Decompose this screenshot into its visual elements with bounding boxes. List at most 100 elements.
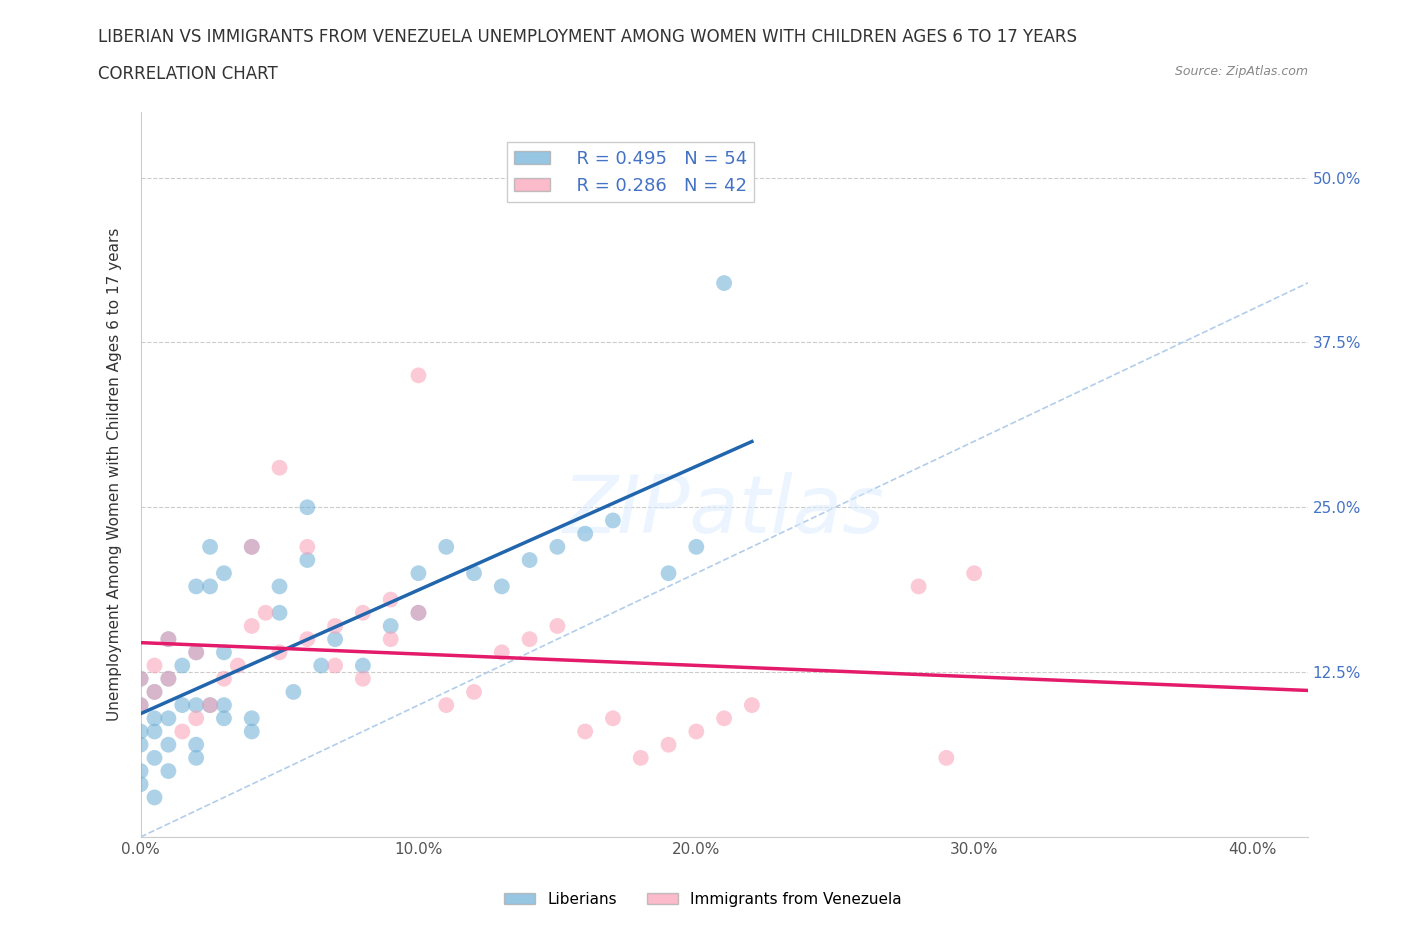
Point [240, 539, 263, 554]
Point [546, 618, 568, 633]
Point [212, 644, 235, 659]
Point [129, 671, 152, 686]
Y-axis label: Unemployment Among Women with Children Ages 6 to 17 years: Unemployment Among Women with Children A… [107, 228, 122, 721]
Point [186, 711, 208, 725]
Point [129, 737, 152, 752]
Point [963, 565, 986, 580]
Point [172, 698, 194, 712]
Point [157, 711, 180, 725]
Point [157, 764, 180, 778]
Text: CORRELATION CHART: CORRELATION CHART [98, 65, 278, 83]
Point [546, 539, 568, 554]
Point [297, 539, 319, 554]
Point [186, 579, 208, 594]
Point [269, 644, 291, 659]
Point [434, 698, 457, 712]
Point [491, 579, 513, 594]
Point [186, 644, 208, 659]
Point [129, 764, 152, 778]
Point [297, 499, 319, 514]
Point [143, 751, 166, 765]
Point [186, 644, 208, 659]
Point [172, 658, 194, 673]
Point [240, 618, 263, 633]
Point [519, 552, 541, 567]
Point [157, 631, 180, 646]
Point [143, 684, 166, 699]
Point [198, 539, 221, 554]
Point [186, 737, 208, 752]
Point [198, 579, 221, 594]
Point [323, 618, 346, 633]
Point [352, 605, 374, 620]
Text: LIBERIAN VS IMMIGRANTS FROM VENEZUELA UNEMPLOYMENT AMONG WOMEN WITH CHILDREN AGE: LIBERIAN VS IMMIGRANTS FROM VENEZUELA UN… [98, 28, 1077, 46]
Point [269, 579, 291, 594]
Point [408, 565, 430, 580]
Point [254, 605, 277, 620]
Point [741, 698, 763, 712]
Point [907, 579, 929, 594]
Point [157, 631, 180, 646]
Point [157, 671, 180, 686]
Point [269, 605, 291, 620]
Point [602, 513, 624, 528]
Point [380, 618, 402, 633]
Point [380, 592, 402, 607]
Point [226, 658, 249, 673]
Point [574, 526, 596, 541]
Point [129, 698, 152, 712]
Point [143, 684, 166, 699]
Legend: Liberians, Immigrants from Venezuela: Liberians, Immigrants from Venezuela [498, 886, 908, 913]
Point [186, 751, 208, 765]
Point [269, 460, 291, 475]
Point [491, 644, 513, 659]
Point [463, 565, 485, 580]
Point [172, 724, 194, 739]
Point [240, 724, 263, 739]
Text: Source: ZipAtlas.com: Source: ZipAtlas.com [1174, 65, 1308, 78]
Point [309, 658, 332, 673]
Point [143, 711, 166, 725]
Point [240, 539, 263, 554]
Point [519, 631, 541, 646]
Point [408, 605, 430, 620]
Point [602, 711, 624, 725]
Point [198, 698, 221, 712]
Point [713, 275, 735, 290]
Point [240, 711, 263, 725]
Point [297, 552, 319, 567]
Point [157, 671, 180, 686]
Point [408, 368, 430, 383]
Point [212, 565, 235, 580]
Point [143, 658, 166, 673]
Point [143, 724, 166, 739]
Point [630, 751, 652, 765]
Point [574, 724, 596, 739]
Point [157, 737, 180, 752]
Point [657, 565, 679, 580]
Point [685, 539, 707, 554]
Point [352, 658, 374, 673]
Point [323, 631, 346, 646]
Point [685, 724, 707, 739]
Point [434, 539, 457, 554]
Point [129, 724, 152, 739]
Point [352, 671, 374, 686]
Point [380, 631, 402, 646]
Point [129, 777, 152, 791]
Point [657, 737, 679, 752]
Point [129, 671, 152, 686]
Point [935, 751, 957, 765]
Point [212, 698, 235, 712]
Point [212, 671, 235, 686]
Point [198, 698, 221, 712]
Point [129, 698, 152, 712]
Legend:   R = 0.495   N = 54,   R = 0.286   N = 42: R = 0.495 N = 54, R = 0.286 N = 42 [508, 142, 755, 202]
Point [212, 711, 235, 725]
Point [713, 711, 735, 725]
Point [323, 658, 346, 673]
Point [143, 790, 166, 804]
Point [283, 684, 305, 699]
Point [408, 605, 430, 620]
Point [186, 698, 208, 712]
